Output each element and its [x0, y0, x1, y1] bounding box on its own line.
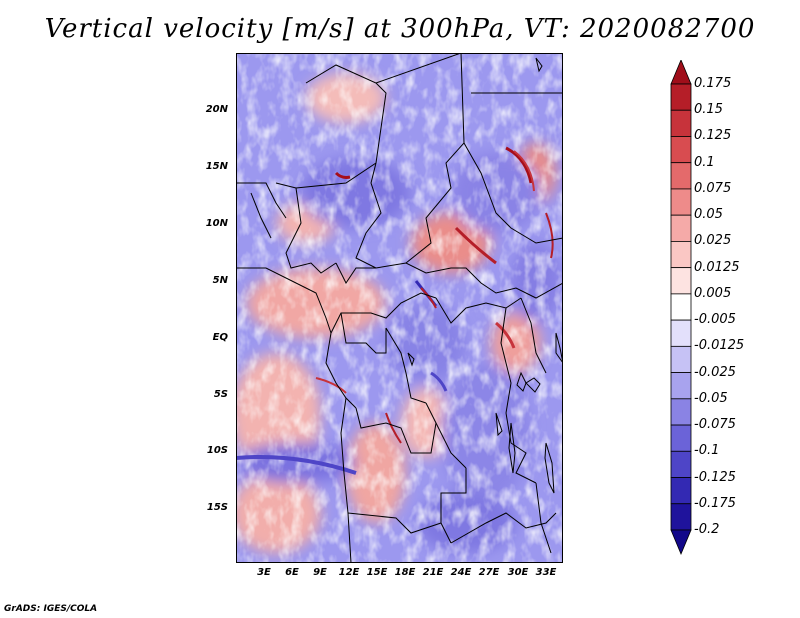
colorbar: [670, 60, 692, 556]
colorbar-bin: [670, 136, 692, 164]
colorbar-bin: [670, 529, 692, 556]
lat-label-5n: 5N: [212, 275, 228, 286]
footer-credit: GrADS: IGES/COLA: [4, 604, 98, 614]
lon-label-30e: 30E: [507, 567, 529, 578]
colorbar-tick-label: -0.0125: [694, 338, 745, 354]
map-plot: [236, 53, 563, 563]
map-frame: [236, 53, 563, 563]
colorbar-bin: [670, 319, 692, 347]
colorbar-bin: [670, 214, 692, 242]
colorbar-tick-label: 0.125: [694, 128, 732, 144]
colorbar-bin: [670, 503, 692, 531]
colorbar-tick-label: 0.025: [694, 233, 732, 249]
colorbar-bin: [670, 83, 692, 111]
colorbar-bin: [670, 372, 692, 400]
colorbar-tick-label: 0.175: [694, 76, 732, 91]
lon-label-3e: 3E: [257, 567, 271, 578]
colorbar-tick-label: -0.2: [694, 522, 720, 537]
colorbar-bin: [670, 109, 692, 137]
colorbar-tick-label: -0.025: [694, 364, 736, 380]
lon-label-9e: 9E: [313, 567, 327, 578]
field-texture: [236, 53, 563, 563]
lat-label-10s: 10S: [206, 445, 228, 456]
lon-label-33e: 33E: [535, 567, 557, 578]
colorbar-tick-label: 0.075: [694, 180, 732, 196]
colorbar-bin: [670, 60, 692, 85]
lon-label-15e: 15E: [366, 567, 388, 578]
lat-label-eq: EQ: [212, 332, 228, 343]
map-panel: [236, 53, 563, 563]
colorbar-bin: [670, 188, 692, 216]
colorbar-bin: [670, 162, 692, 190]
lon-label-27e: 27E: [478, 567, 500, 578]
lat-label-5s: 5S: [213, 389, 228, 400]
colorbar-tick-label: 0.0125: [694, 259, 740, 275]
colorbar-tick-label: 0.05: [694, 207, 723, 223]
colorbar-bin: [670, 398, 692, 426]
colorbar-tick-label: 0.15: [694, 102, 723, 118]
colorbar-bin: [670, 450, 692, 478]
lat-label-20n: 20N: [205, 104, 228, 115]
colorbar-tick-label: -0.1: [694, 443, 720, 459]
colorbar-bin: [670, 293, 692, 321]
colorbar-bin: [670, 267, 692, 295]
colorbar-tick-label: -0.175: [694, 495, 736, 511]
lat-label-15s: 15S: [206, 502, 228, 513]
lon-label-21e: 21E: [422, 567, 444, 578]
colorbar-tick-label: 0.005: [694, 285, 732, 301]
lon-label-18e: 18E: [394, 567, 416, 578]
lon-label-24e: 24E: [450, 567, 472, 578]
colorbar-bin: [670, 241, 692, 269]
lat-label-10n: 10N: [205, 218, 228, 229]
lat-label-15n: 15N: [205, 161, 228, 172]
chart-title: Vertical velocity [m/s] at 300hPa, VT: 2…: [44, 14, 756, 44]
colorbar-bin: [670, 477, 692, 505]
country-boundaries: [236, 53, 563, 563]
colorbar-tick-label: -0.05: [694, 390, 728, 406]
colorbar-tick-label: -0.075: [694, 417, 736, 433]
colorbar-tick-label: -0.005: [694, 312, 736, 328]
colorbar-bin: [670, 424, 692, 452]
colorbar-tick-label: -0.125: [694, 469, 736, 485]
lon-label-12e: 12E: [338, 567, 360, 578]
lon-label-6e: 6E: [285, 567, 299, 578]
colorbar-tick-label: 0.1: [694, 154, 715, 170]
colorbar-bin: [670, 345, 692, 373]
